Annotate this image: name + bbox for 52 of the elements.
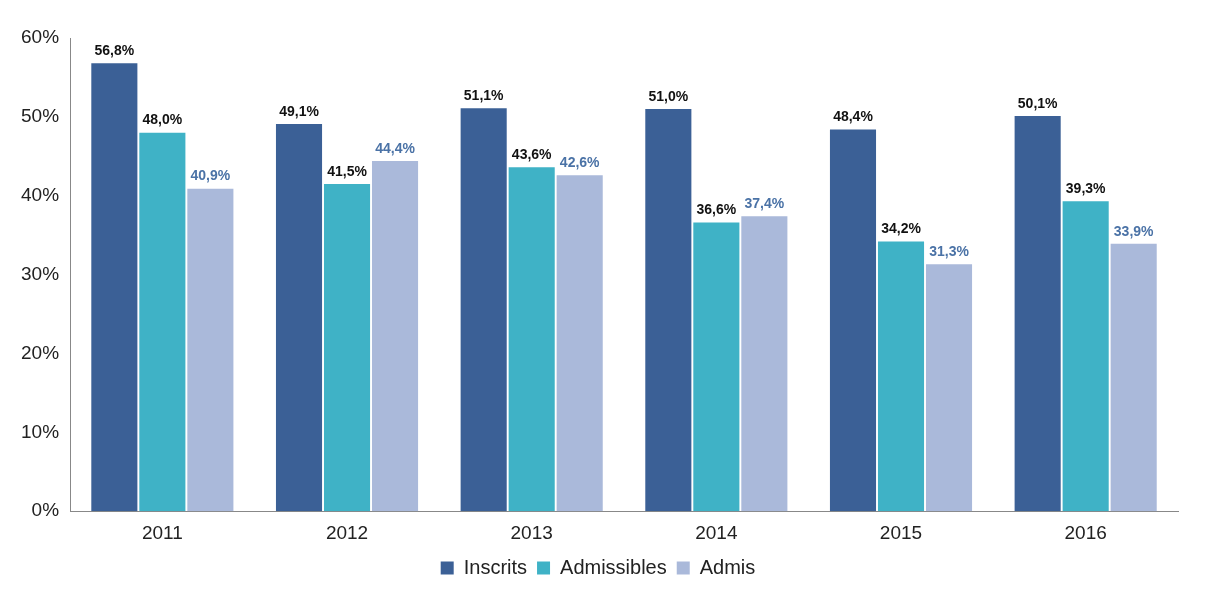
data-label: 44,4% — [375, 139, 416, 156]
bar — [1014, 116, 1061, 512]
y-tick-label: 20% — [21, 341, 60, 363]
x-tick-label: 2015 — [879, 521, 923, 543]
x-tick-label: 2013 — [510, 521, 553, 543]
bar — [829, 129, 877, 512]
bar — [693, 222, 740, 512]
data-label: 51,1% — [463, 87, 505, 104]
bar — [323, 183, 371, 512]
bar — [460, 108, 507, 512]
y-tick-label: 60% — [21, 26, 60, 48]
bar — [1110, 243, 1157, 512]
data-label: 34,2% — [881, 220, 922, 237]
bar — [508, 167, 555, 512]
y-tick-label: 50% — [21, 105, 60, 127]
x-tick-label: 2016 — [1064, 521, 1107, 543]
legend-label: Admissibles — [560, 555, 667, 578]
legend-label: Inscrits — [463, 555, 528, 578]
bar — [741, 216, 788, 512]
data-label: 37,4% — [744, 195, 785, 212]
data-label: 33,9% — [1113, 222, 1155, 239]
data-label: 48,4% — [833, 108, 874, 125]
data-label: 39,3% — [1065, 180, 1107, 197]
bar — [877, 241, 925, 512]
data-label: 40,9% — [190, 167, 231, 184]
data-label: 31,3% — [929, 243, 970, 260]
data-label: 41,5% — [327, 162, 368, 179]
bar — [139, 132, 186, 512]
data-label: 56,8% — [94, 42, 135, 59]
legend-label: Admis — [699, 555, 756, 578]
y-tick-label: 40% — [21, 183, 60, 205]
y-tick-label: 10% — [21, 420, 60, 442]
bar — [91, 63, 138, 512]
data-label: 43,6% — [511, 146, 553, 163]
bar — [645, 108, 692, 512]
y-tick-label: 0% — [31, 499, 60, 521]
data-label: 49,1% — [279, 102, 320, 119]
bar — [371, 161, 419, 512]
bar — [556, 175, 603, 512]
data-label: 50,1% — [1017, 94, 1059, 111]
bar — [925, 264, 973, 512]
bar — [275, 123, 323, 512]
bar — [187, 188, 234, 512]
y-tick-label: 30% — [21, 262, 60, 284]
data-label: 51,0% — [648, 87, 689, 104]
data-label: 36,6% — [696, 201, 737, 218]
x-tick-label: 2014 — [695, 521, 738, 543]
bar — [1062, 201, 1109, 512]
data-label: 42,6% — [559, 154, 601, 171]
x-tick-label: 2011 — [141, 521, 183, 543]
data-label: 48,0% — [142, 111, 183, 128]
x-tick-label: 2012 — [325, 521, 369, 543]
